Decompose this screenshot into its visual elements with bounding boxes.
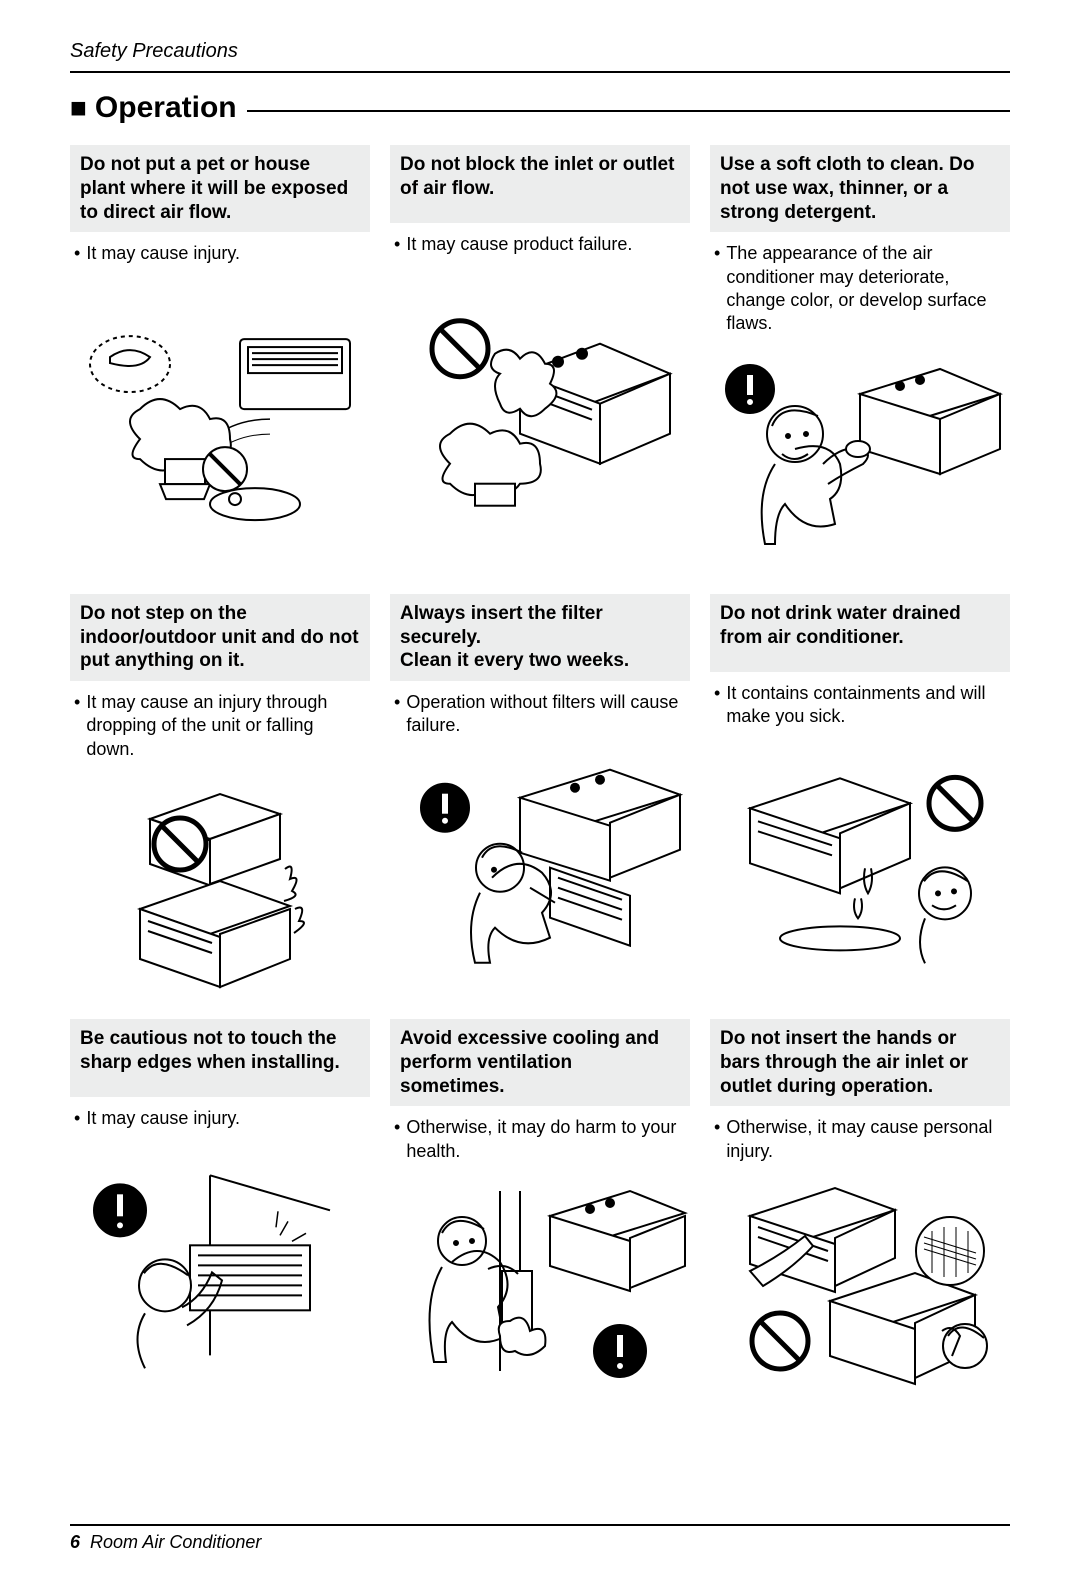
precaution-illustration bbox=[70, 1139, 370, 1392]
precaution-illustration bbox=[390, 264, 690, 563]
illustration-svg bbox=[710, 737, 1010, 990]
page-header: Safety Precautions bbox=[70, 40, 1010, 63]
section-title: Operation bbox=[95, 91, 237, 125]
precaution-title: Always insert the filter securely. Clean… bbox=[390, 594, 690, 681]
precaution-illustration bbox=[710, 1171, 1010, 1391]
precaution-bullet: •It may cause an injury through dropping… bbox=[70, 681, 370, 769]
bullet-dot: • bbox=[394, 691, 400, 738]
precaution-cell: Be cautious not to touch the sharp edges… bbox=[70, 1019, 370, 1391]
precaution-bullet: • It may cause injury. bbox=[70, 1097, 370, 1138]
precaution-cell: Do not drink water drained from air cond… bbox=[710, 594, 1010, 989]
precaution-bullet: • It may cause product failure. bbox=[390, 223, 690, 264]
precaution-bullet-text: It may cause injury. bbox=[86, 242, 240, 265]
precaution-bullet: •It contains containments and will make … bbox=[710, 672, 1010, 737]
precaution-title: Do not block the inlet or outlet of air … bbox=[390, 145, 690, 223]
precaution-bullet-text: Otherwise, it may cause personal injury. bbox=[726, 1116, 1006, 1163]
precaution-title: Be cautious not to touch the sharp edges… bbox=[70, 1019, 370, 1097]
precaution-title: Do not step on the indoor/outdoor unit a… bbox=[70, 594, 370, 681]
precaution-bullet: • It may cause injury. bbox=[70, 232, 370, 273]
section-marker: ■ bbox=[70, 94, 87, 122]
precaution-bullet-text: Otherwise, it may do harm to your health… bbox=[406, 1116, 686, 1163]
page-number: 6 bbox=[70, 1532, 80, 1552]
footer-rule bbox=[70, 1524, 1010, 1526]
precaution-illustration bbox=[390, 746, 690, 989]
precaution-bullet: •The appearance of the air conditioner m… bbox=[710, 232, 1010, 344]
precaution-title: Use a soft cloth to clean. Do not use wa… bbox=[710, 145, 1010, 232]
illustration-svg bbox=[70, 274, 370, 564]
precaution-bullet: •Operation without filters will cause fa… bbox=[390, 681, 690, 746]
precaution-illustration bbox=[390, 1171, 690, 1391]
bullet-dot: • bbox=[394, 1116, 400, 1163]
precaution-cell: Do not insert the hands or bars through … bbox=[710, 1019, 1010, 1391]
bullet-dot: • bbox=[714, 1116, 720, 1163]
illustration-svg bbox=[390, 264, 690, 563]
precaution-cell: Do not block the inlet or outlet of air … bbox=[390, 145, 690, 564]
illustration-svg bbox=[710, 1171, 1010, 1391]
precaution-illustration bbox=[70, 274, 370, 564]
precaution-cell: Use a soft cloth to clean. Do not use wa… bbox=[710, 145, 1010, 564]
section-title-rule bbox=[247, 110, 1010, 112]
page-footer: 6 Room Air Conditioner bbox=[70, 1524, 1010, 1553]
precaution-illustration bbox=[710, 737, 1010, 990]
precautions-grid: Do not put a pet or house plant where it… bbox=[70, 145, 1010, 1391]
precaution-bullet-text: Operation without filters will cause fai… bbox=[406, 691, 686, 738]
bullet-dot: • bbox=[74, 691, 80, 761]
bullet-dot: • bbox=[74, 242, 80, 265]
section-title-row: ■ Operation bbox=[70, 91, 1010, 125]
precaution-cell: Do not step on the indoor/outdoor unit a… bbox=[70, 594, 370, 989]
bullet-dot: • bbox=[74, 1107, 80, 1130]
precaution-illustration bbox=[70, 769, 370, 989]
bullet-dot: • bbox=[394, 233, 400, 256]
illustration-svg bbox=[390, 746, 690, 989]
precaution-title: Do not put a pet or house plant where it… bbox=[70, 145, 370, 232]
bullet-dot: • bbox=[714, 682, 720, 729]
footer-text: 6 Room Air Conditioner bbox=[70, 1532, 1010, 1553]
precaution-bullet: •Otherwise, it may cause personal injury… bbox=[710, 1106, 1010, 1171]
precaution-bullet-text: It may cause injury. bbox=[86, 1107, 240, 1130]
precaution-bullet-text: It may cause an injury through dropping … bbox=[86, 691, 366, 761]
precaution-title: Avoid excessive cooling and perform vent… bbox=[390, 1019, 690, 1106]
footer-title: Room Air Conditioner bbox=[90, 1532, 261, 1552]
illustration-svg bbox=[710, 344, 1010, 564]
precaution-cell: Avoid excessive cooling and perform vent… bbox=[390, 1019, 690, 1391]
precaution-bullet-text: The appearance of the air conditioner ma… bbox=[726, 242, 1006, 336]
illustration-svg bbox=[70, 769, 370, 989]
bullet-dot: • bbox=[714, 242, 720, 336]
illustration-svg bbox=[390, 1171, 690, 1391]
illustration-svg bbox=[70, 1139, 370, 1392]
precaution-bullet-text: It contains containments and will make y… bbox=[726, 682, 1006, 729]
precaution-cell: Do not put a pet or house plant where it… bbox=[70, 145, 370, 564]
precaution-title: Do not drink water drained from air cond… bbox=[710, 594, 1010, 672]
precaution-bullet: •Otherwise, it may do harm to your healt… bbox=[390, 1106, 690, 1171]
precaution-title: Do not insert the hands or bars through … bbox=[710, 1019, 1010, 1106]
precaution-illustration bbox=[710, 344, 1010, 564]
precaution-cell: Always insert the filter securely. Clean… bbox=[390, 594, 690, 989]
precaution-bullet-text: It may cause product failure. bbox=[406, 233, 632, 256]
page: Safety Precautions ■ Operation Do not pu… bbox=[0, 0, 1080, 1583]
header-rule bbox=[70, 71, 1010, 73]
